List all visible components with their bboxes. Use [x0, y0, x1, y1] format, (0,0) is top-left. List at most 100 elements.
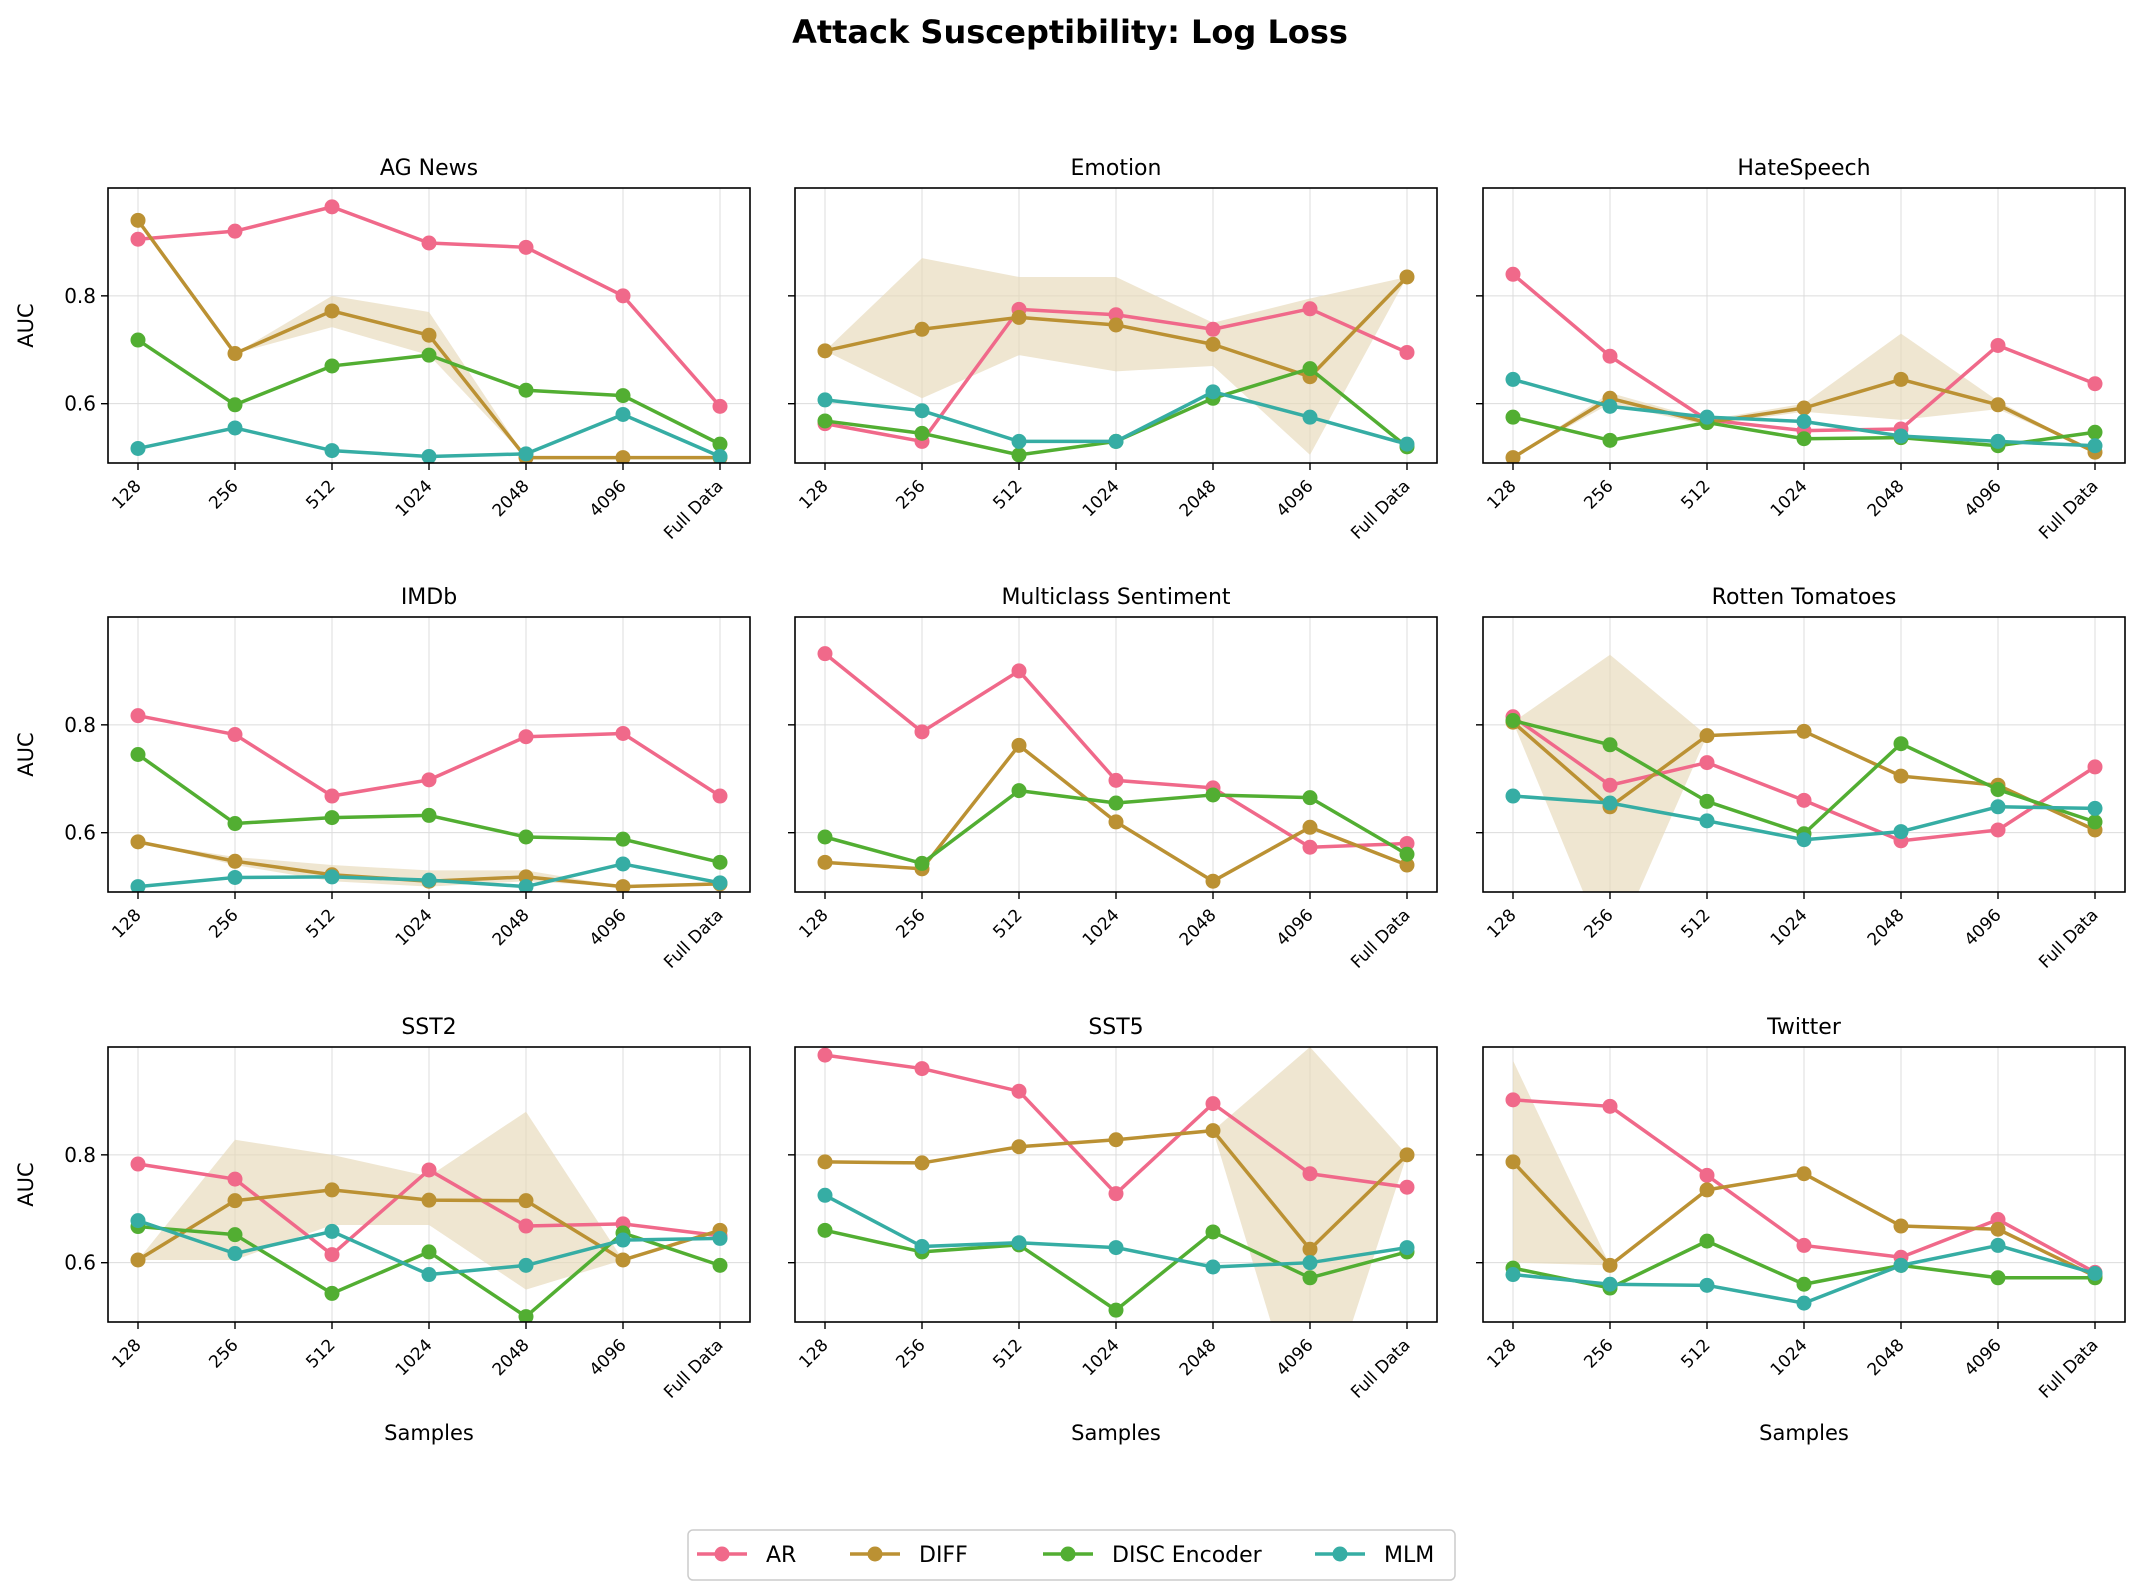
point-mlm: [1011, 1235, 1027, 1251]
point-mlm: [518, 1257, 534, 1273]
point-ar: [817, 646, 833, 662]
panel-title: SST5: [1088, 1015, 1143, 1040]
point-mlm: [227, 1246, 243, 1262]
legend-swatch-marker: [1332, 1546, 1348, 1562]
x-tick-label: 512: [302, 1335, 339, 1372]
point-mlm: [914, 403, 930, 419]
point-mlm: [324, 443, 340, 459]
panel-emotion: 128 256 512 1024 2048 4096 Full Data Emotion: [788, 156, 1438, 544]
x-tick-label: 256: [892, 476, 929, 513]
point-ar: [712, 788, 728, 804]
point-mlm: [1796, 1295, 1812, 1311]
point-ar: [421, 1162, 437, 1178]
x-tick-label: Full Data: [1347, 905, 1414, 972]
panel-title: IMDb: [401, 585, 457, 610]
legend-swatch-marker: [1060, 1546, 1076, 1562]
point-ar: [817, 1047, 833, 1063]
point-diff: [1505, 1154, 1521, 1170]
point-ar: [1602, 348, 1618, 364]
point-mlm: [1505, 371, 1521, 387]
point-diff: [1699, 728, 1715, 744]
point-ar: [1602, 777, 1618, 793]
point-ar: [227, 223, 243, 239]
x-tick-label: 512: [1677, 1335, 1714, 1372]
point-disc-encoder: [712, 436, 728, 452]
point-diff: [518, 1193, 534, 1209]
point-ar: [1796, 792, 1812, 808]
point-disc-encoder: [1011, 447, 1027, 463]
plot-area: [1505, 654, 2103, 892]
point-mlm: [1990, 433, 2006, 449]
legend-label: MLM: [1384, 1543, 1434, 1568]
point-mlm: [817, 392, 833, 408]
x-tick-label: Full Data: [1347, 1335, 1414, 1402]
point-diff: [1399, 857, 1415, 873]
point-mlm: [227, 869, 243, 885]
point-ar: [1108, 1186, 1124, 1202]
point-mlm: [1699, 1277, 1715, 1293]
point-diff: [1602, 1257, 1618, 1273]
x-tick-label: 2048: [1864, 905, 1909, 950]
plot-area: [1505, 1060, 2103, 1311]
point-diff: [130, 212, 146, 228]
x-tick-label: 1024: [392, 1335, 437, 1380]
x-tick-label: 1024: [392, 905, 437, 950]
point-disc-encoder: [817, 413, 833, 429]
point-ar: [1108, 772, 1124, 788]
point-mlm: [615, 856, 631, 872]
point-diff: [1399, 1147, 1415, 1163]
x-tick-label: 128: [1483, 1335, 1520, 1372]
point-diff: [227, 346, 243, 362]
x-tick-label: 512: [989, 1335, 1026, 1372]
band-diff: [1513, 1060, 2095, 1277]
point-mlm: [1699, 813, 1715, 829]
legend-swatch-marker: [714, 1546, 730, 1562]
point-disc-encoder: [518, 382, 534, 398]
point-mlm: [1108, 1240, 1124, 1256]
point-mlm: [1602, 795, 1618, 811]
y-tick-label: 0.6: [64, 392, 96, 416]
point-disc-encoder: [1505, 713, 1521, 729]
point-diff: [1108, 317, 1124, 333]
point-mlm: [130, 1213, 146, 1229]
legend: AR DIFF DISC Encoder MLM: [687, 1529, 1456, 1581]
point-ar: [1302, 839, 1318, 855]
legend-item-mlm: MLM: [1315, 1543, 1434, 1568]
point-diff: [817, 343, 833, 359]
y-tick-label: 0.6: [64, 1251, 96, 1275]
point-mlm: [914, 1239, 930, 1255]
x-tick-label: 256: [1580, 1335, 1617, 1372]
point-diff: [130, 1252, 146, 1268]
point-diff: [817, 1154, 833, 1170]
point-mlm: [615, 406, 631, 422]
point-disc-encoder: [227, 397, 243, 413]
point-ar: [615, 288, 631, 304]
point-mlm: [1205, 384, 1221, 400]
panel-title: HateSpeech: [1737, 156, 1870, 181]
panel-rotten-tomatoes: 128 256 512 1024 2048 4096 Full Data Rotten Tom…: [1476, 585, 2126, 973]
point-mlm: [421, 872, 437, 888]
point-mlm: [421, 449, 437, 463]
point-disc-encoder: [817, 1222, 833, 1238]
x-axis-label: Samples: [1071, 1421, 1161, 1445]
point-diff: [227, 853, 243, 869]
panel-imdb: 0.6 0.8 128 256 512 1024 2048 4096 Full Data IMDb…: [14, 585, 751, 973]
point-ar: [712, 398, 728, 414]
point-mlm: [615, 1232, 631, 1248]
point-ar: [324, 788, 340, 804]
panel-hatespeech: 128 256 512 1024 2048 4096 Full Data HateSpeech: [1476, 156, 2126, 544]
point-disc-encoder: [324, 1285, 340, 1301]
point-ar: [518, 1218, 534, 1234]
point-ar: [2087, 376, 2103, 392]
legend-label: DIFF: [919, 1543, 968, 1568]
x-tick-label: 4096: [1273, 476, 1318, 521]
x-tick-label: 128: [1483, 905, 1520, 942]
point-ar: [518, 729, 534, 745]
x-tick-label: Full Data: [2035, 476, 2102, 543]
x-tick-label: 256: [1580, 476, 1617, 513]
x-tick-label: 4096: [1961, 476, 2006, 521]
point-disc-encoder: [1990, 782, 2006, 798]
point-disc-encoder: [615, 388, 631, 404]
point-ar: [1011, 1083, 1027, 1099]
point-mlm: [1399, 1240, 1415, 1256]
